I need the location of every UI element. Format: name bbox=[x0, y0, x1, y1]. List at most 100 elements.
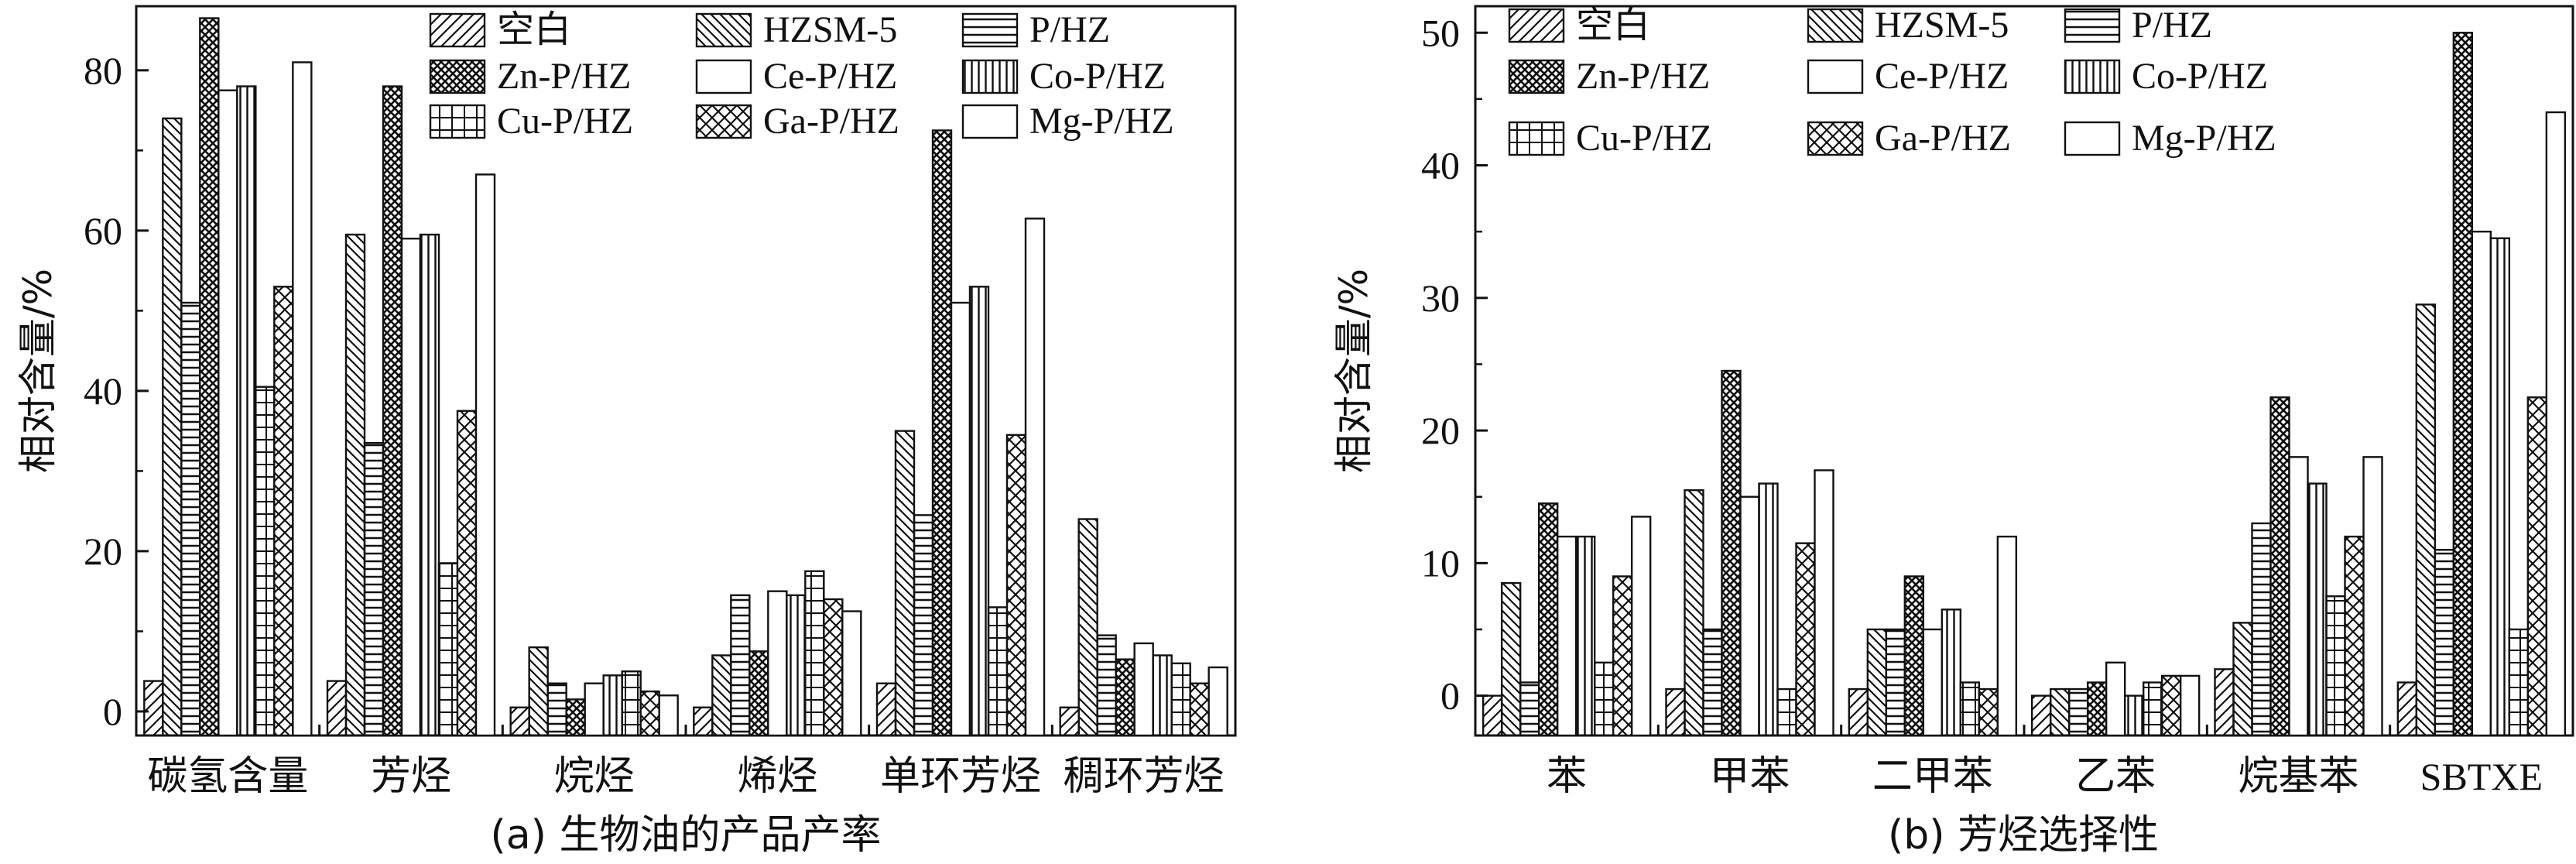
legend-label: Zn-P/HZ bbox=[1576, 56, 1710, 97]
bar bbox=[1059, 706, 1080, 737]
legend-label: Cu-P/HZ bbox=[1576, 118, 1712, 159]
bar bbox=[1593, 661, 1615, 737]
legend-label: Co-P/HZ bbox=[2132, 56, 2268, 97]
bar bbox=[273, 286, 294, 737]
bar bbox=[1866, 628, 1888, 737]
bar bbox=[236, 85, 257, 737]
bar bbox=[2489, 237, 2511, 737]
legend-swatch bbox=[1508, 121, 1565, 156]
bar bbox=[1005, 434, 1027, 737]
legend-label: Co-P/HZ bbox=[1029, 56, 1166, 97]
x-category-label: SBTXE bbox=[2420, 755, 2543, 798]
legend-label: P/HZ bbox=[2132, 5, 2212, 46]
bar bbox=[1941, 609, 1962, 737]
x-category-label: 碳氢含量 bbox=[147, 753, 308, 800]
bars bbox=[1482, 32, 2567, 737]
legend-swatch bbox=[2064, 59, 2121, 94]
y-tick-label: 0 bbox=[103, 690, 122, 733]
bar bbox=[2545, 111, 2567, 737]
legend-label: HZSM-5 bbox=[1875, 5, 2009, 46]
legend-label: 空白 bbox=[497, 8, 571, 51]
bar bbox=[162, 117, 183, 737]
legend: 空白 HZSM-5 P/HZ Zn-P/HZ Ce-P/HZ Co-P/HZ Cu-P/HZ… bbox=[1508, 3, 2276, 159]
bar bbox=[2325, 595, 2346, 737]
bar bbox=[2214, 668, 2235, 737]
bar bbox=[894, 430, 916, 737]
bar bbox=[1702, 628, 1723, 737]
bar bbox=[1922, 628, 1944, 737]
bar bbox=[400, 237, 422, 737]
bar bbox=[1959, 681, 1981, 737]
panel-caption: (b) 芳烃选择性 bbox=[1888, 812, 2159, 859]
bar bbox=[875, 682, 897, 737]
bar bbox=[474, 173, 496, 737]
bar bbox=[841, 610, 862, 737]
bar bbox=[2526, 396, 2548, 737]
bar bbox=[1630, 516, 1652, 737]
legend-label: Ga-P/HZ bbox=[763, 101, 899, 142]
bar bbox=[913, 514, 934, 737]
legend-swatch bbox=[429, 104, 486, 139]
legend-label: Mg-P/HZ bbox=[1029, 101, 1174, 142]
x-category-label: 单环芳烃 bbox=[880, 753, 1041, 800]
x-axis-categories: 碳氢含量 芳烃 烷烃 烯烃 单环芳烃 稠环芳烃 bbox=[147, 725, 1225, 800]
bar bbox=[344, 233, 366, 737]
bar bbox=[2251, 522, 2272, 737]
bar bbox=[1776, 687, 1797, 737]
bar bbox=[2179, 674, 2201, 737]
x-axis-categories: 苯 甲苯 二甲苯 乙苯 烷基苯 SBTXE bbox=[1547, 725, 2543, 800]
bar bbox=[658, 694, 679, 737]
bar bbox=[180, 301, 201, 737]
bar bbox=[218, 89, 238, 737]
legend-swatch bbox=[1508, 8, 1565, 43]
x-category-label: 乙苯 bbox=[2075, 753, 2156, 800]
bar bbox=[326, 680, 348, 737]
legend-swatch bbox=[961, 59, 1019, 94]
legend-swatch bbox=[695, 59, 752, 94]
bar bbox=[2362, 456, 2383, 737]
x-category-label: 苯 bbox=[1547, 753, 1587, 800]
bar bbox=[693, 706, 714, 737]
legend-swatch bbox=[961, 12, 1019, 48]
bar bbox=[363, 441, 385, 737]
bar bbox=[199, 17, 220, 737]
legend-swatch bbox=[429, 59, 486, 94]
bar bbox=[2269, 396, 2290, 737]
bar bbox=[1133, 642, 1154, 737]
bar bbox=[2415, 303, 2437, 737]
bar bbox=[2142, 681, 2163, 737]
legend-label: Ce-P/HZ bbox=[1875, 56, 2009, 97]
bar bbox=[292, 61, 313, 737]
bar bbox=[1152, 654, 1173, 737]
legend-swatch bbox=[429, 12, 486, 48]
legend-swatch bbox=[695, 12, 752, 48]
bar bbox=[823, 598, 844, 737]
bar bbox=[1170, 662, 1191, 737]
bar bbox=[143, 680, 164, 737]
bar bbox=[1096, 634, 1117, 737]
y-tick-label: 0 bbox=[1440, 674, 1460, 718]
bar bbox=[2067, 687, 2089, 737]
bar bbox=[1208, 666, 1228, 737]
bar bbox=[2434, 549, 2455, 737]
x-category-label: 烷烃 bbox=[554, 753, 635, 800]
y-axis: 0 20 40 60 80 bbox=[84, 49, 149, 733]
y-tick-label: 50 bbox=[1421, 11, 1460, 54]
legend-label: Mg-P/HZ bbox=[2132, 118, 2276, 159]
legend-label: Ga-P/HZ bbox=[1875, 118, 2011, 159]
chart-panel-a: 0 20 40 60 80 碳氢含量 芳烃 烷烃 烯烃 单环芳烃 稠环芳烃 空白 HZSM-5 P/H… bbox=[15, 5, 1237, 859]
bar bbox=[2396, 681, 2418, 737]
y-tick-label: 30 bbox=[1421, 276, 1460, 320]
bar bbox=[1996, 535, 2018, 737]
bar bbox=[1684, 489, 1704, 737]
x-category-label: 二甲苯 bbox=[1872, 753, 1993, 800]
legend-swatch bbox=[1807, 59, 1864, 94]
bar bbox=[382, 85, 403, 737]
bar bbox=[1556, 535, 1577, 737]
bar bbox=[528, 646, 549, 737]
bar bbox=[2105, 661, 2126, 737]
bar bbox=[1115, 658, 1136, 737]
y-axis-title: 相对含量/% bbox=[15, 269, 60, 473]
bar bbox=[602, 674, 623, 737]
